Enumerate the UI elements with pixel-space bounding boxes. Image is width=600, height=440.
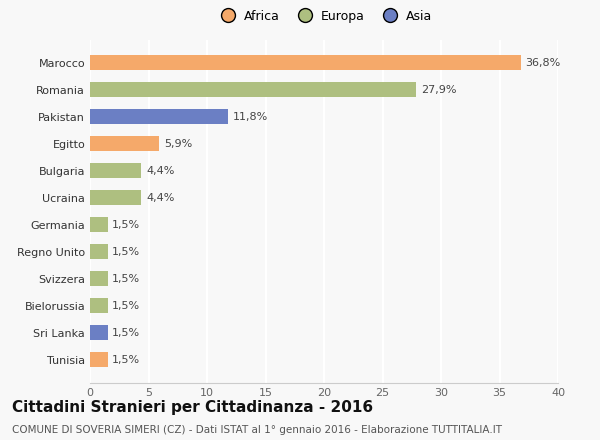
Bar <box>90 325 107 340</box>
Bar <box>90 352 107 367</box>
Text: 4,4%: 4,4% <box>146 193 175 203</box>
Legend: Africa, Europa, Asia: Africa, Europa, Asia <box>211 5 437 28</box>
Text: 1,5%: 1,5% <box>112 247 140 257</box>
Text: Cittadini Stranieri per Cittadinanza - 2016: Cittadini Stranieri per Cittadinanza - 2… <box>12 400 373 415</box>
Bar <box>90 271 107 286</box>
Text: 1,5%: 1,5% <box>112 301 140 311</box>
Bar <box>90 55 521 70</box>
Bar <box>90 163 142 178</box>
Text: 4,4%: 4,4% <box>146 166 175 176</box>
Text: 27,9%: 27,9% <box>421 84 457 95</box>
Bar <box>90 82 416 97</box>
Bar <box>90 190 142 205</box>
Bar <box>90 109 228 124</box>
Text: 36,8%: 36,8% <box>525 58 560 68</box>
Text: COMUNE DI SOVERIA SIMERI (CZ) - Dati ISTAT al 1° gennaio 2016 - Elaborazione TUT: COMUNE DI SOVERIA SIMERI (CZ) - Dati IST… <box>12 425 502 435</box>
Text: 11,8%: 11,8% <box>233 112 268 121</box>
Text: 1,5%: 1,5% <box>112 274 140 284</box>
Bar <box>90 244 107 259</box>
Text: 1,5%: 1,5% <box>112 328 140 338</box>
Bar <box>90 217 107 232</box>
Text: 1,5%: 1,5% <box>112 220 140 230</box>
Bar <box>90 136 159 151</box>
Text: 5,9%: 5,9% <box>164 139 192 149</box>
Bar <box>90 298 107 313</box>
Text: 1,5%: 1,5% <box>112 355 140 365</box>
